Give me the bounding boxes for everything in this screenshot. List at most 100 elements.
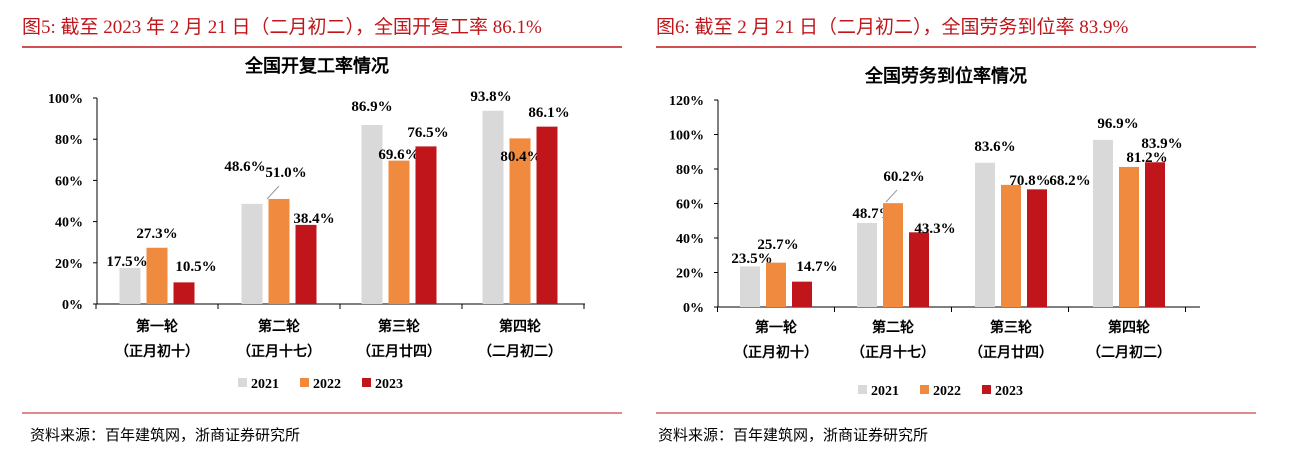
data-label: 96.9%	[1097, 116, 1138, 132]
bar-2022	[509, 138, 531, 304]
label-leader-line	[266, 185, 280, 200]
bar-2022	[1001, 184, 1021, 307]
bar-2021	[857, 222, 877, 307]
chart-title: 全国劳务到位率情况	[864, 65, 1027, 86]
y-tick-label: 40%	[676, 232, 704, 247]
x-tick-label: 第一轮	[755, 319, 797, 336]
bar-2023	[536, 126, 558, 304]
bar-2023	[1027, 189, 1047, 307]
bar-2023	[295, 224, 317, 304]
data-label: 43.3%	[914, 221, 955, 237]
y-tick-label: 120%	[669, 94, 704, 109]
bar-2022	[883, 203, 903, 307]
data-label: 86.9%	[351, 99, 392, 115]
data-label: 93.8%	[470, 89, 511, 105]
bar-2021	[482, 110, 504, 304]
data-label: 86.1%	[528, 105, 569, 121]
data-label: 76.5%	[407, 125, 448, 141]
data-label: 83.6%	[974, 139, 1015, 155]
label-leader-line	[885, 189, 898, 203]
y-tick-label: 20%	[55, 257, 83, 272]
x-tick-label: 第一轮	[136, 318, 178, 335]
legend-label: 2023	[375, 377, 403, 392]
bar-2023	[173, 282, 195, 304]
y-tick-label: 0%	[683, 301, 704, 316]
y-tick-label: 80%	[676, 163, 704, 178]
data-label: 10.5%	[175, 259, 216, 275]
bar-2022	[766, 262, 786, 307]
data-label: 83.9%	[1141, 136, 1182, 152]
legend-swatch	[300, 378, 309, 387]
x-tick-label: （正月十七）	[851, 344, 935, 361]
x-tick-label: 第三轮	[378, 318, 420, 335]
source-note: 资料来源：百年建筑网，浙商证券研究所	[658, 427, 928, 444]
legend-label: 2022	[933, 384, 961, 399]
data-label: 69.6%	[378, 147, 419, 163]
x-tick-label: 第二轮	[872, 319, 914, 336]
data-label: 23.5%	[731, 251, 772, 267]
bar-2022	[388, 160, 410, 304]
bar-2023	[415, 146, 437, 304]
legend-label: 2023	[995, 384, 1023, 399]
x-tick-label: （正月廿四）	[969, 344, 1053, 361]
y-tick-label: 80%	[55, 133, 83, 148]
y-tick-label: 100%	[669, 129, 704, 144]
legend-swatch	[920, 385, 929, 394]
bar-2021	[361, 124, 383, 305]
bar-2021	[1093, 139, 1113, 307]
legend-label: 2021	[871, 384, 899, 399]
bar-2023	[1145, 162, 1165, 307]
data-label: 48.6%	[224, 159, 265, 175]
data-label: 14.7%	[796, 259, 837, 275]
bar-2023	[909, 232, 929, 307]
source-note: 资料来源：百年建筑网，浙商证券研究所	[30, 427, 300, 444]
bar-2022	[146, 247, 168, 304]
chart-1: 0% 20% 40% 60% 80% 100% 第一轮 （正月初十） 第二轮 （正月十七） 第三轮 （…	[48, 89, 585, 392]
y-tick-label: 60%	[55, 174, 83, 189]
legend-label: 2021	[251, 377, 279, 392]
x-tick-label: 第二轮	[258, 318, 300, 335]
x-tick-label: 第三轮	[990, 319, 1032, 336]
chart-title: 全国开复工率情况	[244, 55, 389, 76]
x-tick-label: 第四轮	[499, 318, 541, 335]
x-tick-label: （正月初十）	[115, 343, 199, 360]
legend-swatch	[362, 378, 371, 387]
figure-caption: 图6: 截至 2 月 21 日（二月初二），全国劳务到位率 83.9%	[656, 16, 1129, 38]
x-tick-label: （二月初二）	[1087, 344, 1171, 361]
bar-2022	[268, 198, 290, 304]
bar-2023	[792, 281, 812, 307]
x-tick-label: （正月初十）	[734, 344, 818, 361]
y-tick-label: 20%	[676, 267, 704, 282]
x-tick-label: （二月初二）	[478, 343, 562, 360]
bar-2021	[119, 267, 141, 304]
bar-2021	[740, 266, 760, 307]
x-tick-label: （正月十七）	[237, 343, 321, 360]
data-label: 51.0%	[265, 165, 306, 181]
legend-swatch	[982, 385, 991, 394]
y-tick-label: 40%	[55, 216, 83, 231]
figure-caption: 图5: 截至 2023 年 2 月 21 日（二月初二），全国开复工率 86.1…	[22, 16, 542, 38]
y-tick-label: 60%	[676, 198, 704, 213]
x-tick-label: 第四轮	[1108, 319, 1150, 336]
data-label: 81.2%	[1126, 150, 1167, 166]
data-label: 25.7%	[757, 237, 798, 253]
bar-2022	[1119, 166, 1139, 307]
data-label: 68.2%	[1049, 173, 1090, 189]
data-label: 80.4%	[500, 149, 541, 165]
data-label: 60.2%	[883, 169, 924, 185]
x-tick-label: （正月廿四）	[357, 343, 441, 360]
data-label: 17.5%	[106, 254, 147, 270]
legend-label: 2022	[313, 377, 341, 392]
data-label: 70.8%	[1009, 173, 1050, 189]
data-label: 38.4%	[293, 211, 334, 227]
figure-6: 图6: 截至 2 月 21 日（二月初二），全国劳务到位率 83.9% 全国劳务…	[656, 16, 1256, 444]
bar-2021	[241, 203, 263, 304]
y-tick-label: 0%	[62, 298, 83, 313]
data-label: 27.3%	[136, 226, 177, 242]
legend-swatch	[858, 385, 867, 394]
legend-swatch	[238, 378, 247, 387]
bar-2021	[975, 162, 995, 307]
figure-5: 图5: 截至 2023 年 2 月 21 日（二月初二），全国开复工率 86.1…	[22, 16, 622, 444]
y-tick-label: 100%	[48, 92, 83, 107]
